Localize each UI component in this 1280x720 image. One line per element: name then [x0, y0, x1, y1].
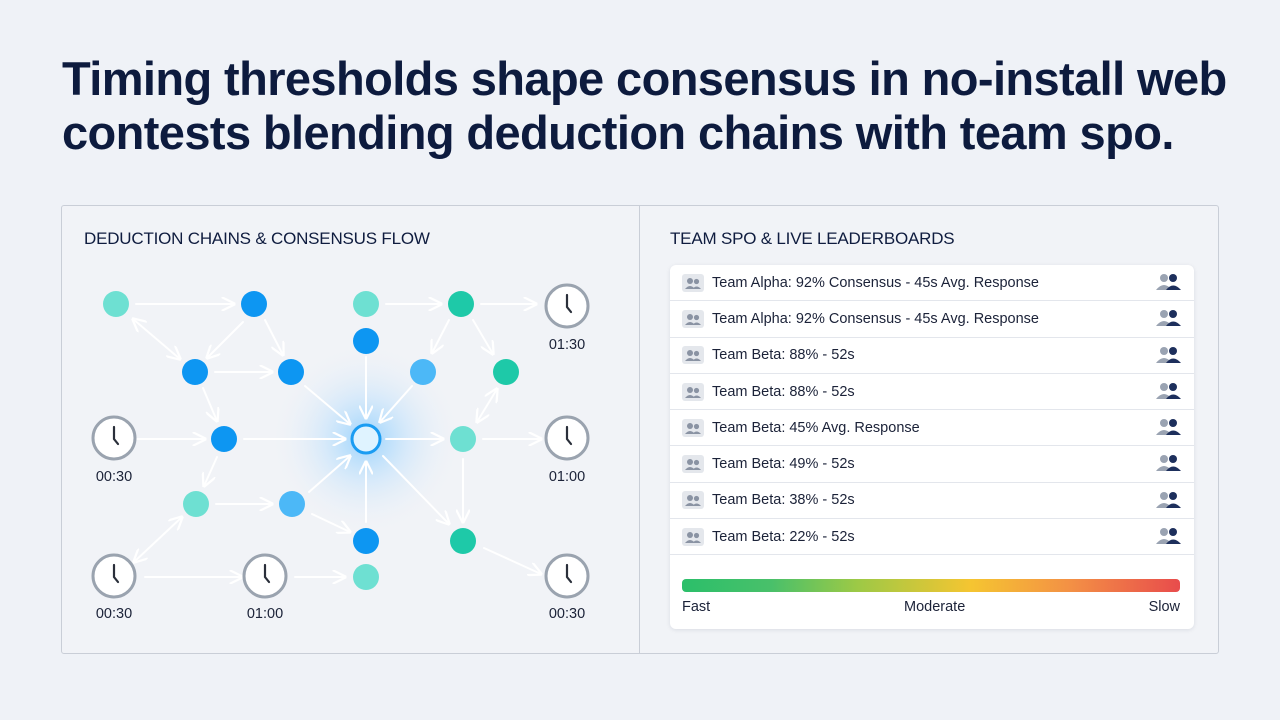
team-icon [682, 273, 706, 293]
node [353, 291, 379, 317]
edge [483, 547, 541, 574]
node [103, 291, 129, 317]
users-icon [1156, 346, 1182, 366]
edge [204, 456, 218, 486]
chain-edges [133, 304, 541, 577]
consensus-hub-node [350, 423, 382, 455]
clock-label: 01:00 [549, 469, 585, 485]
clock-icon [544, 415, 590, 461]
scale-label-slow: Slow [1148, 599, 1180, 615]
leaderboard-row[interactable]: Team Beta: 38% - 52s [670, 483, 1194, 520]
chain-nodes [103, 291, 519, 590]
panel-divider [639, 206, 640, 653]
edge [133, 319, 180, 359]
clock-label: 01:30 [549, 337, 585, 353]
node [353, 328, 379, 354]
edge [202, 387, 217, 421]
users-icon [1156, 454, 1182, 474]
leaderboard-list: Team Alpha: 92% Consensus - 45s Avg. Res… [670, 265, 1194, 556]
team-icon [682, 309, 706, 329]
leaderboard-row[interactable]: Team Beta: 45% Avg. Response [670, 410, 1194, 447]
users-icon [1156, 527, 1182, 547]
clock-icon [91, 553, 137, 599]
edge [311, 513, 350, 532]
users-icon [1156, 418, 1182, 438]
clock-label: 00:30 [549, 606, 585, 622]
leaderboard-row[interactable]: Team Beta: 88% - 52s [670, 338, 1194, 374]
edge [308, 456, 350, 493]
edge [472, 319, 493, 354]
edge [134, 517, 182, 562]
leaderboard-row[interactable]: Team Beta: 88% - 52s [670, 374, 1194, 411]
leaderboard-row-text: Team Beta: 38% - 52s [712, 492, 855, 509]
leaderboard-card: Team Alpha: 92% Consensus - 45s Avg. Res… [670, 265, 1194, 629]
node [183, 491, 209, 517]
leaderboard-row-text: Team Beta: 22% - 52s [712, 528, 855, 545]
node [278, 359, 304, 385]
users-icon [1156, 491, 1182, 511]
users-icon [1156, 273, 1182, 293]
team-icon [682, 418, 706, 438]
edge [432, 319, 450, 353]
page-headline: Timing thresholds shape consensus in no-… [62, 52, 1227, 159]
team-icon [682, 527, 706, 547]
deduction-chain-diagram: 01:30 00:30 01:00 00:30 01:00 00:30 [91, 283, 590, 622]
clock-label: 00:30 [96, 469, 132, 485]
leaderboard-row-text: Team Beta: 88% - 52s [712, 383, 855, 400]
response-speed-scale [682, 579, 1180, 592]
clock-icon [544, 553, 590, 599]
edge [477, 389, 497, 422]
node [241, 291, 267, 317]
leaderboard-row[interactable]: Team Alpha: 92% Consensus - 45s Avg. Res… [670, 265, 1194, 302]
node [410, 359, 436, 385]
node [353, 528, 379, 554]
node [182, 359, 208, 385]
leaderboard-row-text: Team Alpha: 92% Consensus - 45s Avg. Res… [712, 310, 1039, 327]
clock-icon [242, 553, 288, 599]
users-icon [1156, 382, 1182, 402]
team-icon [682, 345, 706, 365]
leaderboard-row-text: Team Beta: 49% - 52s [712, 456, 855, 473]
node [448, 291, 474, 317]
node [450, 426, 476, 452]
node [450, 528, 476, 554]
leaderboard-row-text: Team Beta: 45% Avg. Response [712, 419, 920, 436]
leaderboard-row-text: Team Beta: 88% - 52s [712, 347, 855, 364]
leaderboard-row[interactable]: Team Beta: 49% - 52s [670, 446, 1194, 483]
leaderboard-title: TEAM SPO & LIVE LEADERBOARDS [670, 229, 955, 248]
users-icon [1156, 309, 1182, 329]
clock-icon [544, 283, 590, 329]
edge [382, 455, 449, 524]
scale-label-moderate: Moderate [904, 599, 966, 615]
clock-label: 00:30 [96, 606, 132, 622]
scale-label-fast: Fast [682, 599, 711, 615]
edge [264, 319, 283, 355]
node [211, 426, 237, 452]
team-icon [682, 382, 706, 402]
edge [380, 385, 413, 422]
diagram-title: DEDUCTION CHAINS & CONSENSUS FLOW [84, 229, 430, 248]
node [353, 564, 379, 590]
node [493, 359, 519, 385]
team-icon [682, 490, 706, 510]
edge [304, 385, 350, 424]
leaderboard-row[interactable]: Team Alpha: 92% Consensus - 45s Avg. Res… [670, 301, 1194, 338]
leaderboard-row-text: Team Alpha: 92% Consensus - 45s Avg. Res… [712, 274, 1039, 291]
edge [207, 321, 244, 358]
clock-icon [91, 415, 137, 461]
clock-label: 01:00 [247, 606, 283, 622]
node [279, 491, 305, 517]
team-icon [682, 454, 706, 474]
leaderboard-row[interactable]: Team Beta: 22% - 52s [670, 519, 1194, 556]
